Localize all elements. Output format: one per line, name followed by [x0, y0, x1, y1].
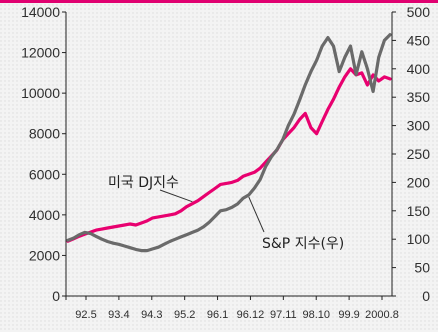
right-tick-label: 450 [407, 32, 431, 48]
dj-annotation-label: 미국 DJ지수 [108, 175, 179, 191]
x-axis-ticks: 92.5 93.4 94.3 95.2 96.1 96.12 97.11 98.10 99.9 2… [75, 296, 399, 321]
top-rule [0, 0, 438, 3]
sp-annotation-label: S&P 지수(우) [262, 236, 344, 252]
annotations: 미국 DJ지수 S&P 지수(우) [108, 175, 344, 252]
x-tick-label: 99.9 [338, 309, 359, 321]
x-tick-label: 97.11 [270, 309, 297, 321]
x-tick-label: 95.2 [174, 309, 195, 321]
dj-index-line [66, 67, 392, 243]
x-tick-label: 92.5 [75, 309, 96, 321]
x-tick-label: 96.12 [237, 309, 265, 321]
left-axis-ticks: 0 2000 4000 6000 8000 10000 12000 14000 [21, 4, 66, 304]
x-tick-label: 2000.8 [365, 309, 399, 321]
left-tick-label: 12000 [21, 45, 60, 61]
x-tick-label: 94.3 [141, 309, 162, 321]
sp-index-line [66, 33, 392, 253]
right-tick-label: 400 [407, 61, 431, 77]
right-tick-label: 350 [407, 89, 431, 105]
right-tick-label: 0 [422, 288, 430, 304]
right-tick-label: 50 [414, 260, 430, 276]
x-tick-label: 96.1 [207, 309, 228, 321]
series-layer [66, 33, 392, 253]
x-tick-label: 93.4 [108, 309, 129, 321]
right-tick-label: 200 [407, 174, 431, 190]
sp-annotation-leader [248, 196, 265, 233]
dj-annotation-leader [159, 189, 193, 203]
left-tick-label: 0 [52, 288, 60, 304]
right-tick-label: 300 [407, 118, 431, 134]
right-tick-label: 100 [407, 231, 431, 247]
left-tick-label: 6000 [29, 166, 60, 182]
left-tick-label: 4000 [29, 207, 60, 223]
right-tick-label: 150 [407, 203, 431, 219]
left-tick-label: 8000 [29, 126, 60, 142]
right-axis-ticks: 0 50 100 150 200 250 300 350 400 450 500 [392, 4, 430, 304]
left-tick-label: 2000 [29, 247, 60, 263]
left-tick-label: 10000 [21, 85, 60, 101]
x-tick-label: 98.10 [302, 309, 330, 321]
right-tick-label: 500 [407, 4, 431, 20]
right-tick-label: 250 [407, 146, 431, 162]
left-tick-label: 14000 [21, 4, 60, 20]
